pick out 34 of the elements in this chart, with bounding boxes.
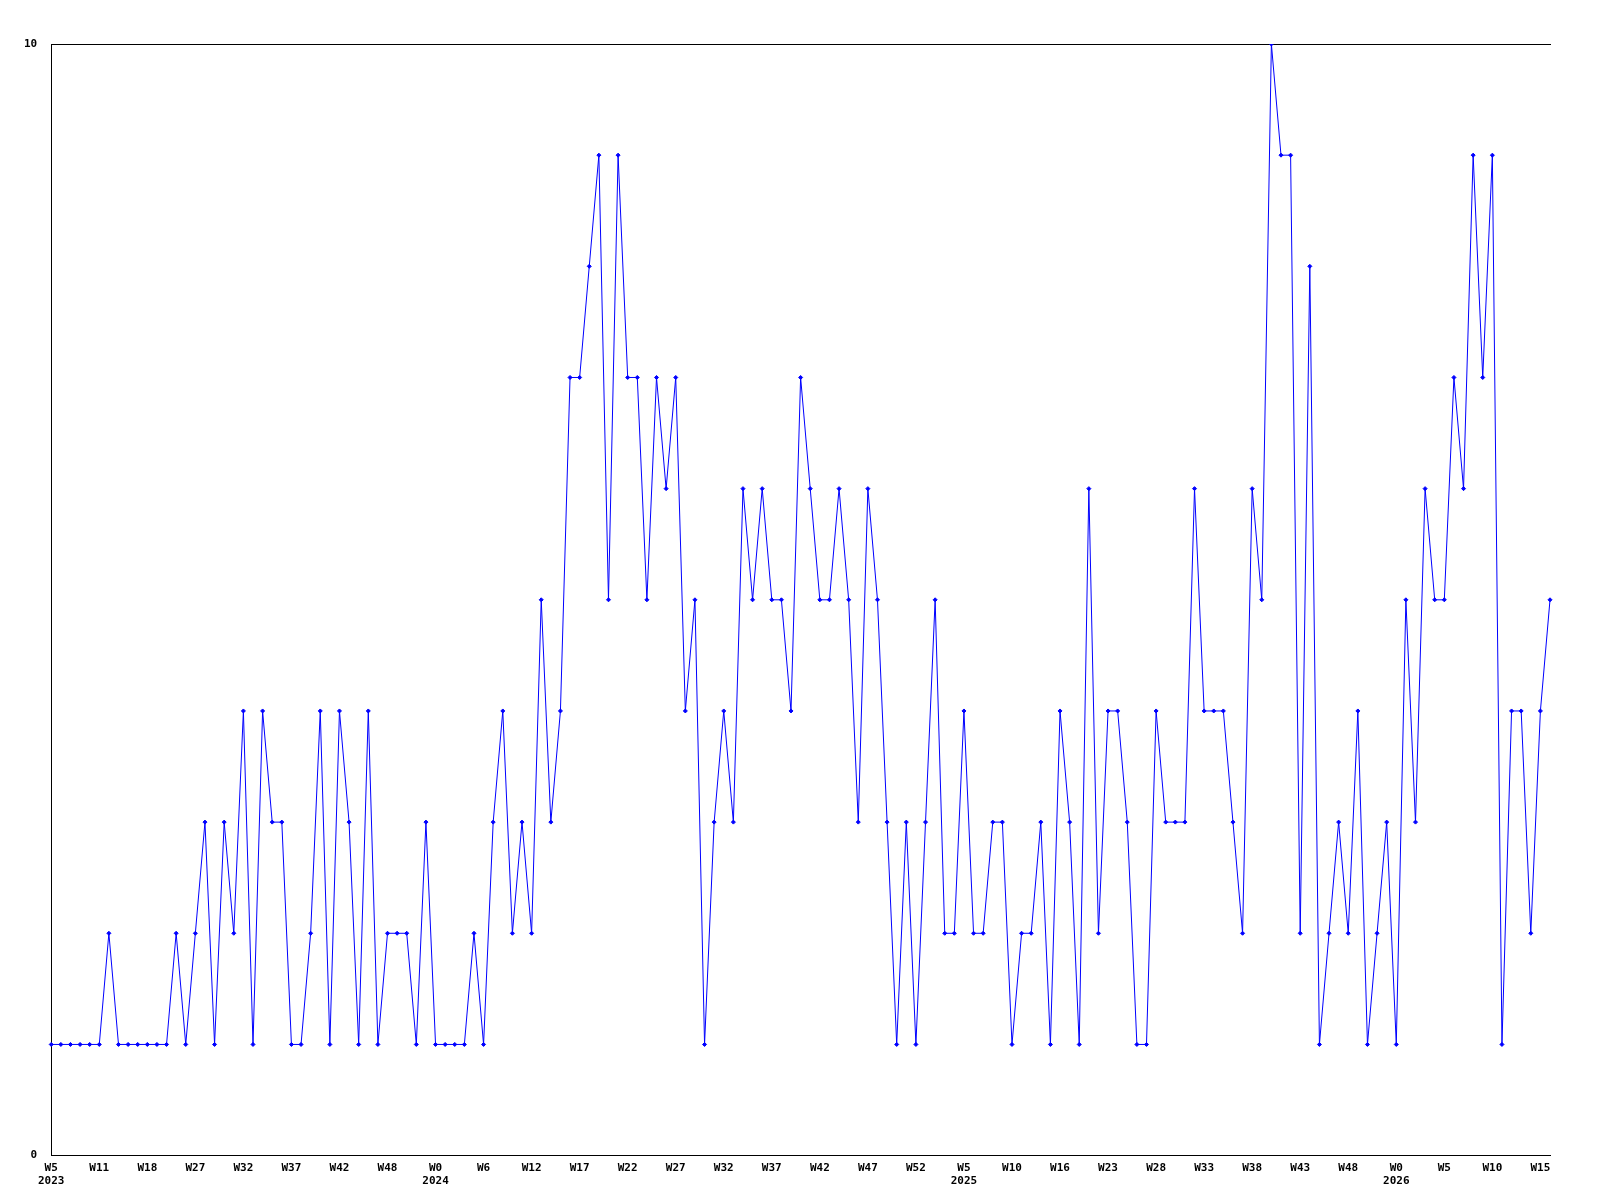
x-tick-label: W0 2024 (422, 1161, 450, 1188)
x-tick-label: W42 (809, 1161, 830, 1175)
x-tick-label: W22 (617, 1161, 638, 1175)
x-tick-label: W43 (1290, 1161, 1311, 1175)
y-tick-label: 10 (24, 36, 38, 50)
x-tick-label: W11 (89, 1161, 110, 1175)
y-tick-label: 0 (30, 1148, 38, 1162)
x-tick-label: W32 (713, 1161, 734, 1175)
x-tick-label: W16 (1050, 1161, 1071, 1175)
x-tick-label: W12 (521, 1161, 542, 1175)
x-tick-label: W5 2023 (38, 1161, 65, 1188)
x-tick-label: W38 (1242, 1161, 1263, 1175)
x-tick-label: W27 (665, 1161, 686, 1175)
x-tick-label: W6 (476, 1161, 491, 1175)
x-tick-label: W37 (761, 1161, 782, 1175)
x-tick-label: W28 (1146, 1161, 1167, 1175)
x-tick-label: W18 (137, 1161, 158, 1175)
x-tick-label: W33 (1194, 1161, 1215, 1175)
x-tick-label: W42 (329, 1161, 350, 1175)
x-tick-label: W10 (1002, 1161, 1022, 1175)
x-tick-label: W47 (857, 1161, 878, 1175)
x-tick-label: W17 (569, 1161, 590, 1175)
x-tick-label: W5 2025 (950, 1161, 978, 1188)
x-tick-label: W48 (377, 1161, 398, 1175)
x-tick-label: W15 (1530, 1161, 1551, 1175)
x-tick-label: W27 (185, 1161, 206, 1175)
x-tick-label: W23 (1098, 1161, 1118, 1175)
x-tick-label: W52 (905, 1161, 926, 1175)
x-tick-label: W10 (1482, 1161, 1503, 1175)
x-tick-label: W5 (1437, 1161, 1451, 1175)
x-tick-label: W32 (233, 1161, 254, 1175)
x-tick-label: W37 (281, 1161, 302, 1175)
x-tick-label: W48 (1338, 1161, 1359, 1175)
x-tick-label: W0 2026 (1383, 1161, 1410, 1188)
